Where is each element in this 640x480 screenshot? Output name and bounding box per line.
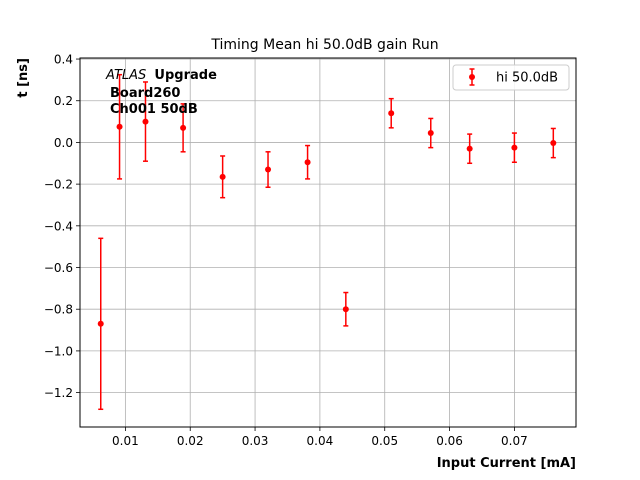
data-marker — [511, 144, 518, 151]
data-marker — [388, 110, 395, 117]
atlas-annotation: ATLAS Upgrade Board260 Ch001 50dB — [105, 68, 217, 117]
grid — [80, 58, 576, 427]
legend: hi 50.0dB — [452, 64, 570, 91]
data-point — [265, 151, 272, 189]
y-tick-label: −0.6 — [44, 261, 73, 275]
data-marker — [304, 159, 311, 166]
x-tick-label: 0.01 — [112, 434, 139, 448]
data-point — [97, 237, 104, 411]
legend-marker — [469, 68, 475, 86]
data-point — [219, 155, 226, 199]
data-marker — [219, 173, 226, 180]
data-marker — [97, 320, 104, 327]
annotation-atlas: ATLAS — [105, 68, 146, 83]
y-axis-label: t [ns] — [16, 58, 31, 98]
data-marker — [265, 166, 272, 173]
y-axis: 0.4 0.2 0.0 −0.2 −0.4 −0.6 −0.8 −1.0 −1.2 — [44, 53, 80, 400]
data-marker — [180, 124, 187, 131]
data-point — [304, 144, 311, 180]
y-tick-label: −1.0 — [44, 344, 73, 358]
data-marker — [427, 130, 434, 137]
legend-frame — [452, 64, 570, 91]
data-point — [511, 132, 518, 163]
x-axis: 0.01 0.02 0.03 0.04 0.05 0.06 0.07 — [112, 427, 528, 448]
x-tick-label: 0.07 — [501, 434, 528, 448]
data-point — [342, 291, 349, 327]
data-point — [466, 133, 473, 165]
annotation-board: Board260 — [110, 86, 180, 101]
y-tick-label: 0.0 — [54, 136, 73, 150]
data-point — [550, 127, 557, 159]
data-marker — [550, 140, 557, 147]
data-marker — [142, 118, 149, 125]
x-tick-label: 0.02 — [177, 434, 204, 448]
annotation-upgrade: Upgrade — [154, 68, 217, 83]
data-point — [180, 103, 187, 153]
y-tick-label: 0.2 — [54, 94, 73, 108]
data-marker — [466, 145, 473, 152]
y-tick-label: 0.4 — [54, 53, 73, 67]
data-point — [142, 81, 149, 162]
svg-text:ATLAS Upgrade: ATLAS Upgrade — [105, 68, 217, 83]
chart-title: Timing Mean hi 50.0dB gain Run — [210, 37, 438, 53]
x-tick-label: 0.06 — [436, 434, 463, 448]
y-tick-label: −0.8 — [44, 303, 73, 317]
data-point — [427, 117, 434, 149]
x-tick-label: 0.04 — [307, 434, 334, 448]
annotation-channel: Ch001 50dB — [110, 102, 198, 117]
plot-frame — [79, 57, 577, 428]
data-marker — [116, 123, 123, 130]
y-tick-label: −0.4 — [44, 219, 73, 233]
y-tick-label: −0.2 — [44, 178, 73, 192]
y-tick-label: −1.2 — [44, 386, 73, 400]
plot-content — [97, 73, 557, 411]
data-point — [116, 73, 123, 180]
x-tick-label: 0.05 — [371, 434, 398, 448]
x-axis-label: Input Current [mA] — [437, 456, 576, 471]
data-point — [388, 97, 395, 129]
data-marker — [342, 306, 349, 313]
x-tick-label: 0.03 — [242, 434, 269, 448]
legend-label: hi 50.0dB — [496, 71, 558, 86]
